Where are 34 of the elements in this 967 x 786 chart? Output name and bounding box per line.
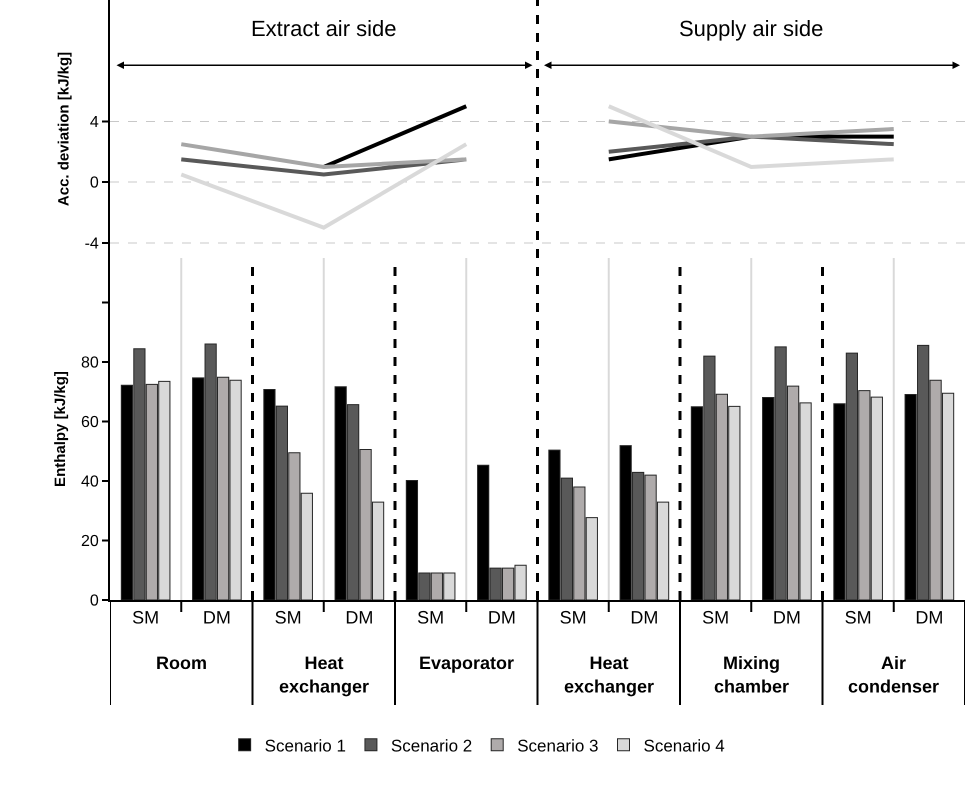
y-axis-title: Acc. deviation [kJ/kg] xyxy=(55,52,72,206)
legend-label: Scenario 2 xyxy=(390,736,472,756)
x-tick-label: SM xyxy=(132,608,160,628)
text: Heat exchanger xyxy=(564,653,654,696)
text: Evaporator xyxy=(419,653,514,673)
x-tick-label: SM xyxy=(560,608,587,628)
x-tick-label: DM xyxy=(202,608,231,628)
y-tick-label: 60 xyxy=(81,414,99,432)
x-tick-label: SM xyxy=(274,608,302,628)
y-tick-label: 4 xyxy=(90,114,99,132)
y-tick-label: 0 xyxy=(90,174,99,192)
y-axis-title: Enthalpy [kJ/kg] xyxy=(52,371,69,487)
y-tick-label: -4 xyxy=(84,235,99,252)
x-tick-label: SM xyxy=(702,608,730,628)
x-tick-label: DM xyxy=(915,608,944,628)
text: Heat exchanger xyxy=(279,653,370,696)
legend-label: Scenario 1 xyxy=(264,736,346,756)
annotation: Supply air side xyxy=(679,16,824,41)
x-tick-label: DM xyxy=(488,608,516,628)
x-tick-label: SM xyxy=(844,608,872,628)
legend-label: Scenario 3 xyxy=(517,736,598,756)
y-tick-label: 40 xyxy=(81,474,99,491)
annotation: Extract air side xyxy=(251,16,396,41)
text: Mixing chamber xyxy=(714,653,790,696)
text: Room xyxy=(156,653,207,673)
y-tick-label: 0 xyxy=(90,592,99,610)
x-tick-label: DM xyxy=(630,608,658,628)
legend-label: Scenario 4 xyxy=(643,736,725,756)
y-tick-label: 20 xyxy=(81,533,99,550)
x-tick-label: SM xyxy=(417,608,444,628)
y-tick-label: 80 xyxy=(81,354,99,372)
text: Air condenser xyxy=(848,653,940,696)
x-tick-label: DM xyxy=(772,608,801,628)
x-tick-label: DM xyxy=(345,608,374,628)
